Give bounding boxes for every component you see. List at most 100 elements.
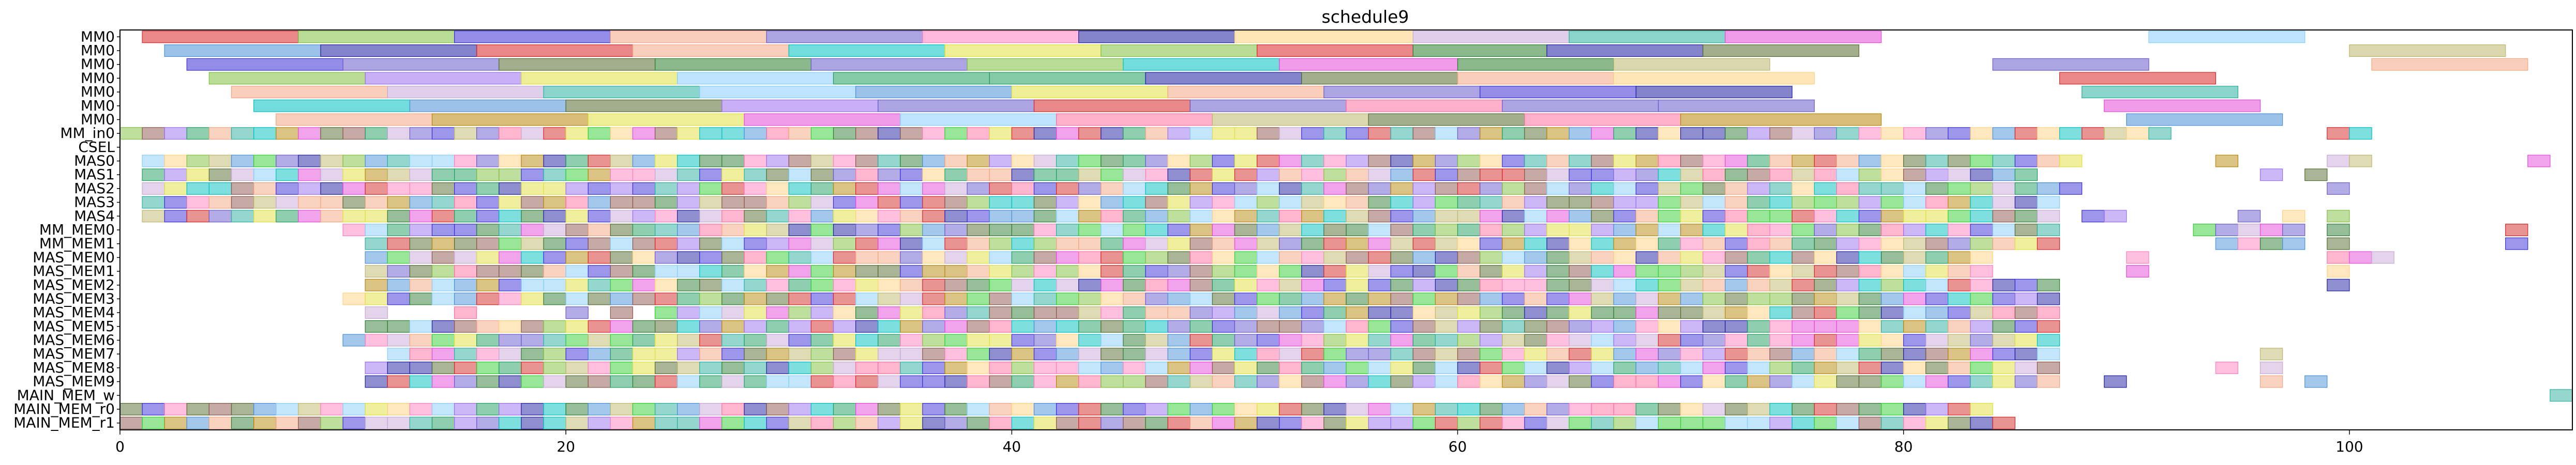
- gantt-bar-row22-68: [1858, 334, 1882, 347]
- gantt-bar-row27-67: [1613, 402, 1637, 415]
- gantt-bar-row22-41: [1257, 334, 1280, 347]
- gantt-bar-row18-19: [788, 278, 812, 291]
- gantt-bar-row1-1: [320, 44, 477, 57]
- gantt-bar-row10-23: [654, 168, 678, 181]
- gantt-bar-row9-72: [1747, 154, 1770, 167]
- gantt-bar-row10-59: [1457, 168, 1481, 181]
- gantt-bar-row13-85: [2037, 210, 2060, 223]
- gantt-bar-row23-69: [1925, 348, 1949, 361]
- gantt-bar-row17-54: [1569, 265, 1592, 278]
- gantt-bar-row22-42: [1279, 334, 1302, 347]
- gantt-bar-row23-40: [1279, 348, 1302, 361]
- gantt-bar-row5-7: [1346, 99, 1503, 112]
- gantt-bar-row17-13: [654, 265, 678, 278]
- gantt-bar-row14-4: [431, 224, 455, 237]
- gantt-bar-row20-45: [1569, 306, 1592, 319]
- gantt-bar-row18-21: [833, 278, 856, 291]
- gantt-bar-row6-5: [1056, 113, 1213, 126]
- gantt-bar-row11-35: [922, 182, 945, 195]
- gantt-bar-row16-32: [1078, 251, 1102, 264]
- gantt-bar-row20-6: [699, 306, 722, 319]
- gantt-bar-row20-27: [1167, 306, 1191, 319]
- gantt-bar-row15-44: [1346, 237, 1369, 250]
- gantt-bar-row20-37: [1390, 306, 1413, 319]
- gantt-bar-row7-65: [1569, 127, 1592, 140]
- gantt-bar-row22-20: [788, 334, 812, 347]
- gantt-bar-row23-4: [476, 348, 500, 361]
- gantt-bar-row25-29: [1011, 375, 1035, 388]
- gantt-bar-row25-56: [1613, 375, 1637, 388]
- gantt-bar-row7-92: [2327, 127, 2350, 140]
- gantt-bar-row16-59: [1680, 251, 1704, 264]
- gantt-bar-row15-68: [1881, 237, 1904, 250]
- y-tick-label-1: MM0: [81, 42, 115, 59]
- gantt-bar-row2-11: [2371, 58, 2528, 71]
- gantt-bar-row27-0: [119, 402, 143, 415]
- gantt-bar-row20-63: [1970, 306, 1993, 319]
- gantt-bar-row25-66: [1836, 375, 1860, 388]
- gantt-bar-row24-11: [610, 361, 634, 374]
- gantt-bar-row7-26: [699, 127, 722, 140]
- gantt-bar-row15-53: [1546, 237, 1570, 250]
- gantt-bar-row16-44: [1346, 251, 1369, 264]
- gantt-bar-row13-87: [2104, 210, 2127, 223]
- gantt-bar-row18-6: [499, 278, 522, 291]
- gantt-bar-row11-13: [431, 182, 455, 195]
- gantt-bar-row22-27: [944, 334, 968, 347]
- y-tick-label-14: MM_MEM0: [39, 221, 115, 238]
- gantt-bar-row11-15: [476, 182, 500, 195]
- gantt-bar-row25-76: [2104, 375, 2127, 388]
- gantt-bar-row10-73: [1769, 168, 1792, 181]
- gantt-bar-row22-31: [1033, 334, 1057, 347]
- gantt-bar-row9-14: [454, 154, 477, 167]
- gantt-bar-row15-64: [1791, 237, 1815, 250]
- gantt-bar-row19-4: [431, 292, 455, 305]
- gantt-bar-row7-40: [1011, 127, 1035, 140]
- gantt-bar-row28-10: [342, 416, 366, 429]
- gantt-bar-row13-14: [454, 210, 477, 223]
- gantt-bar-row7-67: [1613, 127, 1637, 140]
- gantt-bar-row11-67: [1635, 182, 1659, 195]
- gantt-bar-row24-27: [967, 361, 990, 374]
- gantt-bar-row17-18: [766, 265, 789, 278]
- gantt-bar-row11-55: [1368, 182, 1391, 195]
- gantt-bar-row13-41: [1056, 210, 1079, 223]
- gantt-bar-row27-41: [1033, 402, 1057, 415]
- gantt-bar-row27-35: [900, 402, 923, 415]
- gantt-bar-row10-61: [1502, 168, 1525, 181]
- gantt-bar-row20-26: [1145, 306, 1168, 319]
- gantt-bar-row18-64: [1791, 278, 1815, 291]
- gantt-bar-row12-80: [1925, 196, 1949, 209]
- gantt-bar-row20-43: [1524, 306, 1547, 319]
- gantt-bar-row13-4: [231, 210, 254, 223]
- gantt-bar-row4-3: [699, 86, 856, 99]
- gantt-bar-row15-71: [1948, 237, 1971, 250]
- gantt-bar-row14-38: [1189, 224, 1213, 237]
- gantt-bar-row19-24: [878, 292, 901, 305]
- gantt-bar-row13-30: [810, 210, 834, 223]
- gantt-bar-row9-63: [1546, 154, 1570, 167]
- gantt-bar-row16-66: [1836, 251, 1860, 264]
- gantt-bar-row25-41: [1279, 375, 1302, 388]
- gantt-bar-row22-38: [1189, 334, 1213, 347]
- gantt-bar-row4-10: [2082, 86, 2239, 99]
- gantt-bar-row19-22: [833, 292, 856, 305]
- gantt-bar-row24-67: [1858, 361, 1882, 374]
- gantt-bar-row20-61: [1925, 306, 1949, 319]
- gantt-bar-row14-72: [1948, 224, 1971, 237]
- gantt-bar-row7-15: [454, 127, 477, 140]
- gantt-bar-row10-24: [677, 168, 700, 181]
- gantt-bar-row7-73: [1747, 127, 1770, 140]
- gantt-bar-row21-8: [543, 320, 566, 333]
- gantt-bar-row21-56: [1613, 320, 1637, 333]
- gantt-bar-row20-24: [1101, 306, 1124, 319]
- gantt-bar-row17-64: [1791, 265, 1815, 278]
- gantt-bar-row1-8: [1412, 44, 1547, 57]
- gantt-bar-row23-28: [1011, 348, 1035, 361]
- gantt-bar-row25-10: [587, 375, 611, 388]
- gantt-bar-row17-47: [1412, 265, 1436, 278]
- gantt-bar-row11-1: [164, 182, 187, 195]
- gantt-bar-row16-68: [1881, 251, 1904, 264]
- gantt-bar-row23-22: [878, 348, 901, 361]
- gantt-bar-row16-6: [499, 251, 522, 264]
